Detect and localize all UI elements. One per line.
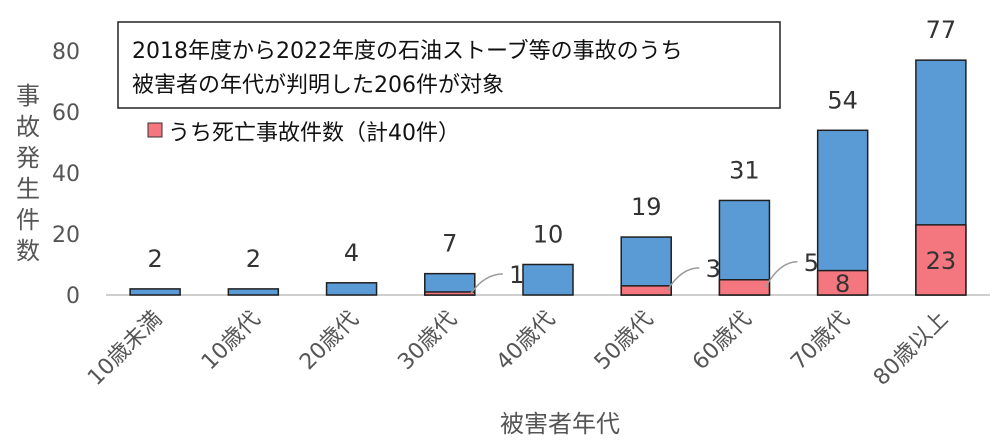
x-tick-label: 10歳代 [197,307,266,376]
annotation-line-2: 被害者の年代が判明した206件が対象 [132,73,504,98]
death-leader-line [666,267,700,291]
bar-total [816,129,869,296]
death-value-label: 23 [926,247,957,275]
total-value-label: 7 [442,230,457,258]
y-axis-title-char: 件 [16,206,40,234]
x-axis-title: 被害者年代 [500,410,620,438]
y-tick-label: 0 [66,284,80,309]
y-tick-label: 60 [52,101,80,126]
death-value-label: 1 [509,261,524,289]
x-tick-label: 10歳未満 [83,307,167,391]
y-axis-title-char: 発 [16,144,40,172]
bar-total [129,288,181,296]
x-tick-label: 20歳代 [295,307,364,376]
bar-death [424,291,476,296]
total-value-label: 2 [246,245,261,273]
bar-death [816,269,869,296]
death-value-label: 3 [706,255,721,283]
death-leader-line [764,261,798,288]
y-tick-label: 80 [52,40,80,65]
death-leader-line [470,273,503,294]
annotation-line-1: 2018年度から2022年度の石油ストーブ等の事故のうち [132,39,683,64]
total-value-label: 10 [533,221,564,249]
total-value-label: 19 [631,193,662,221]
bar-death [915,224,967,296]
death-value-label: 5 [804,249,819,277]
bar-death [718,279,771,296]
y-tick-label: 20 [52,223,80,248]
data-labels: 2 2 4 7 1 10 19 3 31 5 54 8 77 23 [147,16,956,298]
x-tick-label: 60歳代 [688,307,757,376]
bar-total [227,288,280,296]
bar-total [325,282,378,296]
y-tick-label: 40 [52,162,80,187]
annotation-box: 2018年度から2022年度の石油ストーブ等の事故のうち 被害者の年代が判明した… [117,21,781,109]
bar-death [620,285,672,296]
y-axis-title-char: 事 [16,82,40,110]
total-value-label: 2 [147,245,162,273]
legend: うち死亡事故件数（計40件） [147,121,460,146]
x-axis-ticks: 10歳未満 10歳代 20歳代 30歳代 40歳代 50歳代 60歳代 70歳代 80歳以上 [83,307,953,391]
death-value-label: 8 [835,270,850,298]
bars [129,59,967,296]
y-axis-ticks: 0 20 40 60 80 [52,40,80,309]
total-value-label: 54 [827,86,858,114]
bar-total [522,263,574,296]
total-value-label: 4 [344,239,359,267]
legend-swatch [147,122,163,138]
x-tick-label: 70歳代 [786,307,855,376]
total-value-label: 31 [729,156,760,184]
x-tick-label: 40歳代 [492,307,561,376]
total-value-label: 77 [926,16,957,44]
x-tick-label: 80歳以上 [869,307,953,391]
y-axis-title-char: 生 [16,175,40,203]
x-tick-label: 30歳代 [393,307,462,376]
x-tick-label: 50歳代 [590,307,659,376]
y-axis-title-char: 数 [16,237,40,265]
y-axis-title-char: 故 [16,113,40,141]
leader-lines [470,261,798,294]
legend-label: うち死亡事故件数（計40件） [168,121,460,146]
